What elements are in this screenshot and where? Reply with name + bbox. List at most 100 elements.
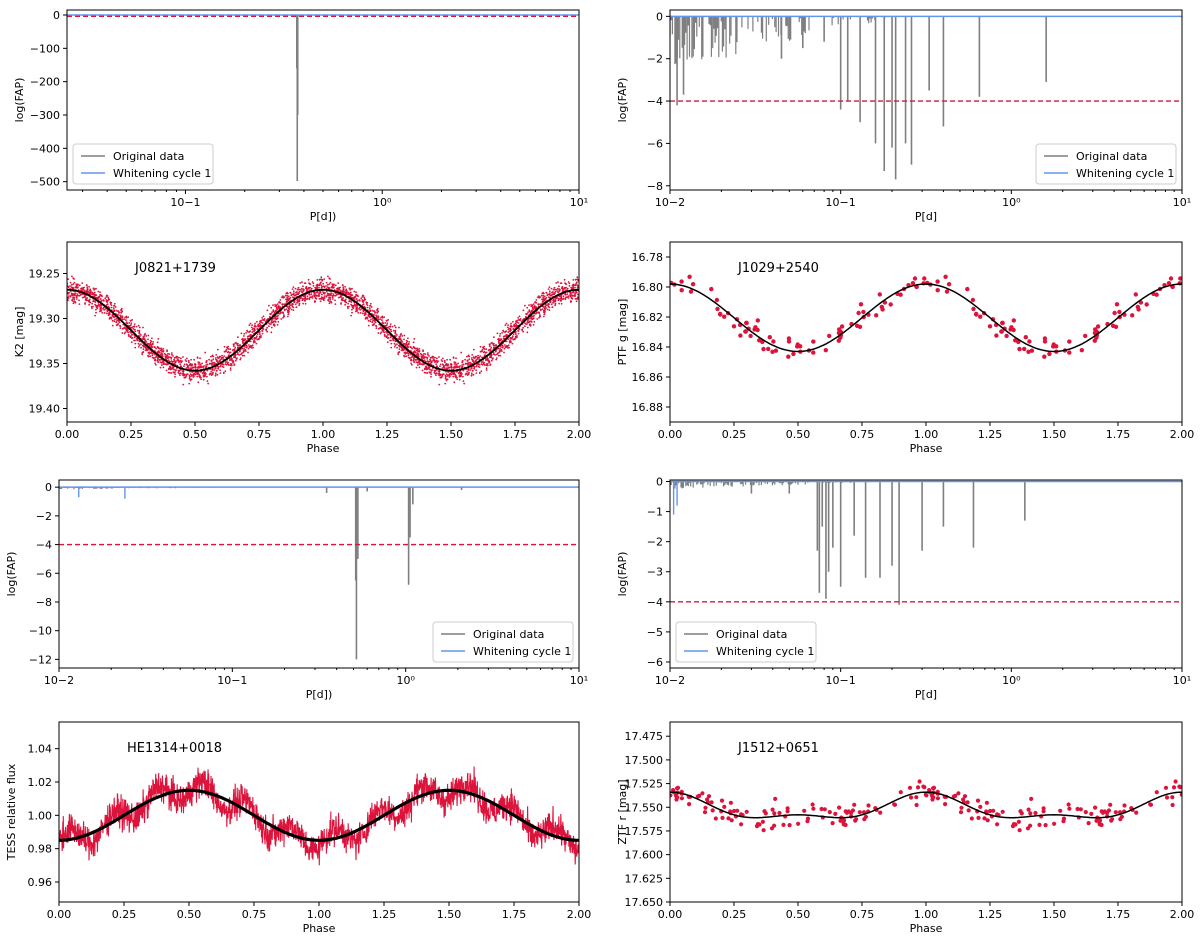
data-point — [525, 323, 528, 326]
data-point — [325, 281, 328, 284]
data-point — [287, 310, 290, 312]
data-point — [226, 362, 229, 365]
data-point — [138, 326, 141, 329]
data-point — [159, 366, 162, 369]
data-point — [318, 292, 321, 295]
data-point — [1133, 292, 1139, 297]
y-axis-label: log(FAP) — [616, 552, 629, 597]
data-point — [248, 345, 251, 348]
data-point — [1017, 828, 1022, 833]
data-point — [931, 786, 936, 791]
data-point — [400, 349, 403, 352]
data-point — [138, 335, 141, 338]
data-point — [445, 373, 448, 376]
data-point — [172, 360, 175, 363]
data-point — [679, 796, 685, 801]
data-point — [433, 359, 436, 362]
model-curve — [670, 283, 1182, 353]
data-point — [439, 365, 441, 368]
data-point — [1170, 802, 1175, 808]
data-point — [352, 307, 355, 310]
data-point — [471, 369, 474, 372]
data-point — [407, 354, 410, 357]
data-point — [157, 346, 160, 349]
data-point — [537, 311, 540, 314]
data-point — [261, 332, 264, 335]
data-point — [570, 300, 573, 303]
data-point — [483, 351, 485, 354]
data-point — [554, 304, 557, 307]
data-point — [536, 311, 538, 314]
data-point — [156, 359, 159, 362]
data-point — [429, 358, 431, 361]
data-point — [155, 355, 158, 358]
data-point — [196, 366, 199, 369]
data-point — [536, 318, 539, 320]
data-point — [425, 365, 428, 368]
data-point — [539, 303, 542, 306]
data-point — [1000, 320, 1005, 326]
data-point — [179, 359, 182, 362]
data-point — [252, 340, 255, 342]
data-point — [167, 359, 170, 361]
data-point — [288, 305, 291, 308]
data-point — [978, 314, 983, 319]
data-point — [526, 321, 529, 324]
data-point — [280, 311, 282, 314]
data-point — [540, 294, 543, 297]
data-point — [165, 369, 168, 372]
data-point — [482, 346, 484, 349]
data-point — [416, 354, 418, 356]
data-point — [688, 289, 694, 294]
data-point — [334, 284, 337, 287]
data-point — [382, 329, 385, 332]
data-point — [326, 283, 329, 286]
data-point — [114, 318, 116, 321]
data-point — [475, 372, 478, 374]
data-point — [398, 337, 400, 339]
data-point — [560, 282, 562, 285]
data-point — [571, 294, 574, 297]
data-point — [744, 809, 749, 814]
data-point — [366, 304, 369, 306]
data-point — [935, 279, 940, 284]
data-point — [423, 371, 426, 374]
data-point — [140, 346, 143, 349]
data-point — [1067, 806, 1072, 811]
data-point — [545, 291, 548, 294]
data-point — [229, 367, 232, 370]
data-point — [541, 298, 543, 301]
data-point — [706, 794, 712, 799]
data-point — [166, 355, 168, 358]
data-point — [102, 308, 104, 310]
data-point — [172, 368, 175, 371]
data-point — [483, 348, 486, 350]
data-point — [359, 312, 362, 314]
data-point — [137, 324, 140, 327]
data-point — [466, 370, 469, 373]
data-point — [1136, 307, 1141, 312]
data-point — [421, 363, 424, 366]
data-point — [299, 297, 302, 300]
data-point — [538, 316, 540, 319]
data-point — [340, 299, 343, 301]
data-point — [372, 319, 374, 322]
data-point — [145, 341, 148, 343]
data-point — [1042, 336, 1048, 341]
y-tick-label: −6 — [647, 137, 663, 150]
data-point — [480, 370, 483, 373]
data-point — [322, 299, 325, 301]
data-point — [406, 351, 409, 353]
data-point — [170, 356, 173, 359]
data-point — [528, 320, 531, 323]
data-point — [243, 354, 246, 357]
data-point — [367, 319, 370, 322]
data-point — [297, 287, 300, 289]
data-point — [327, 275, 329, 278]
data-point — [560, 302, 563, 305]
data-point — [505, 322, 508, 325]
data-point — [121, 327, 124, 330]
data-point — [564, 293, 567, 296]
data-point — [274, 321, 277, 323]
y-tick-label: −3 — [647, 566, 663, 579]
